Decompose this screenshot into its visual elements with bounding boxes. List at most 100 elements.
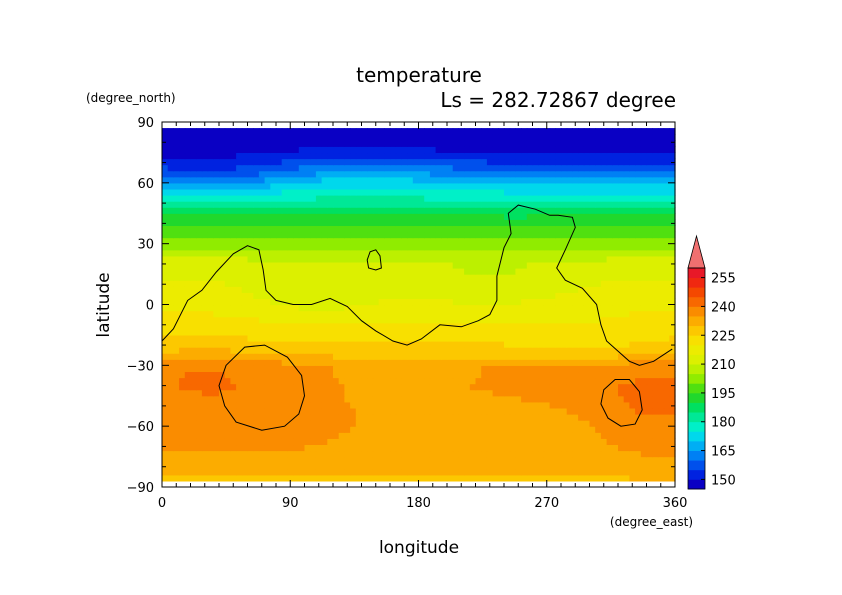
field-cell [162,152,169,160]
field-cell [321,304,328,312]
field-cell [452,389,459,397]
field-cell [304,164,311,172]
field-cell [384,407,391,415]
field-cell [532,213,539,220]
field-cell [629,383,636,391]
field-cell [167,322,174,330]
field-cell [167,207,174,214]
field-cell [561,444,568,452]
field-cell [293,328,300,336]
field-cell [549,188,556,196]
field-cell [224,304,231,312]
field-cell [475,407,482,415]
field-cell [287,389,294,397]
field-cell [464,438,471,446]
field-cell [481,426,488,433]
field-cell [418,261,425,269]
field-cell [452,255,459,263]
field-cell [657,341,665,348]
field-cell [464,201,471,208]
field-cell [555,146,562,154]
field-cell [258,195,266,202]
field-cell [629,468,636,476]
field-cell [190,140,197,147]
field-cell [663,146,670,154]
field-cell [384,304,391,312]
field-cell [298,280,306,287]
field-cell [258,322,266,330]
field-cell [378,268,385,275]
field-cell [612,237,619,245]
field-cell [606,383,613,391]
field-cell [162,456,169,464]
field-cell [258,316,266,324]
field-cell [498,158,505,166]
field-cell [452,310,459,318]
field-cell [492,353,499,360]
field-cell [253,298,260,306]
field-cell [327,188,334,196]
field-cell [629,304,636,312]
field-cell [618,462,625,470]
field-cell [612,213,619,220]
field-cell [378,286,385,293]
field-cell [407,432,414,439]
field-cell [526,292,534,300]
field-cell [663,310,670,318]
field-cell [384,401,391,409]
field-cell [606,146,613,154]
field-cell [566,249,573,257]
field-cell [412,456,420,464]
field-cell [464,310,471,318]
field-cell [447,365,454,373]
field-cell [549,231,556,239]
field-cell [663,334,670,342]
field-cell [452,201,459,208]
field-cell [464,188,471,196]
field-cell [458,231,465,239]
field-cell [469,420,477,427]
field-cell [612,438,619,446]
field-cell [213,170,220,178]
field-cell [657,201,665,208]
field-cell [230,310,237,318]
field-cell [378,334,385,342]
field-cell [635,353,642,360]
field-cell [179,334,186,342]
field-cell [566,383,573,391]
field-cell [572,444,579,452]
field-cell [407,310,414,318]
field-cell [578,316,585,324]
field-cell [241,304,249,312]
field-cell [578,341,585,348]
field-cell [452,414,459,421]
field-cell [583,231,591,239]
field-cell [504,359,511,366]
field-cell [241,152,249,160]
field-cell [612,201,619,208]
field-cell [367,255,374,263]
field-cell [270,438,277,446]
field-cell [532,207,539,214]
field-cell [338,298,345,306]
field-cell [213,164,220,172]
field-cell [464,365,471,373]
field-cell [315,322,323,330]
field-cell [401,426,408,433]
field-cell [167,298,174,306]
field-cell [253,207,260,214]
field-cell [207,170,214,178]
field-cell [321,444,328,452]
field-cell [401,261,408,269]
field-cell [475,164,482,172]
field-cell [657,152,665,160]
field-cell [207,468,214,476]
field-cell [424,213,431,220]
field-cell [361,207,368,214]
field-cell [640,365,648,373]
field-cell [435,359,442,366]
field-cell [327,383,334,391]
field-cell [572,219,579,227]
field-cell [287,426,294,433]
field-cell [167,249,174,257]
